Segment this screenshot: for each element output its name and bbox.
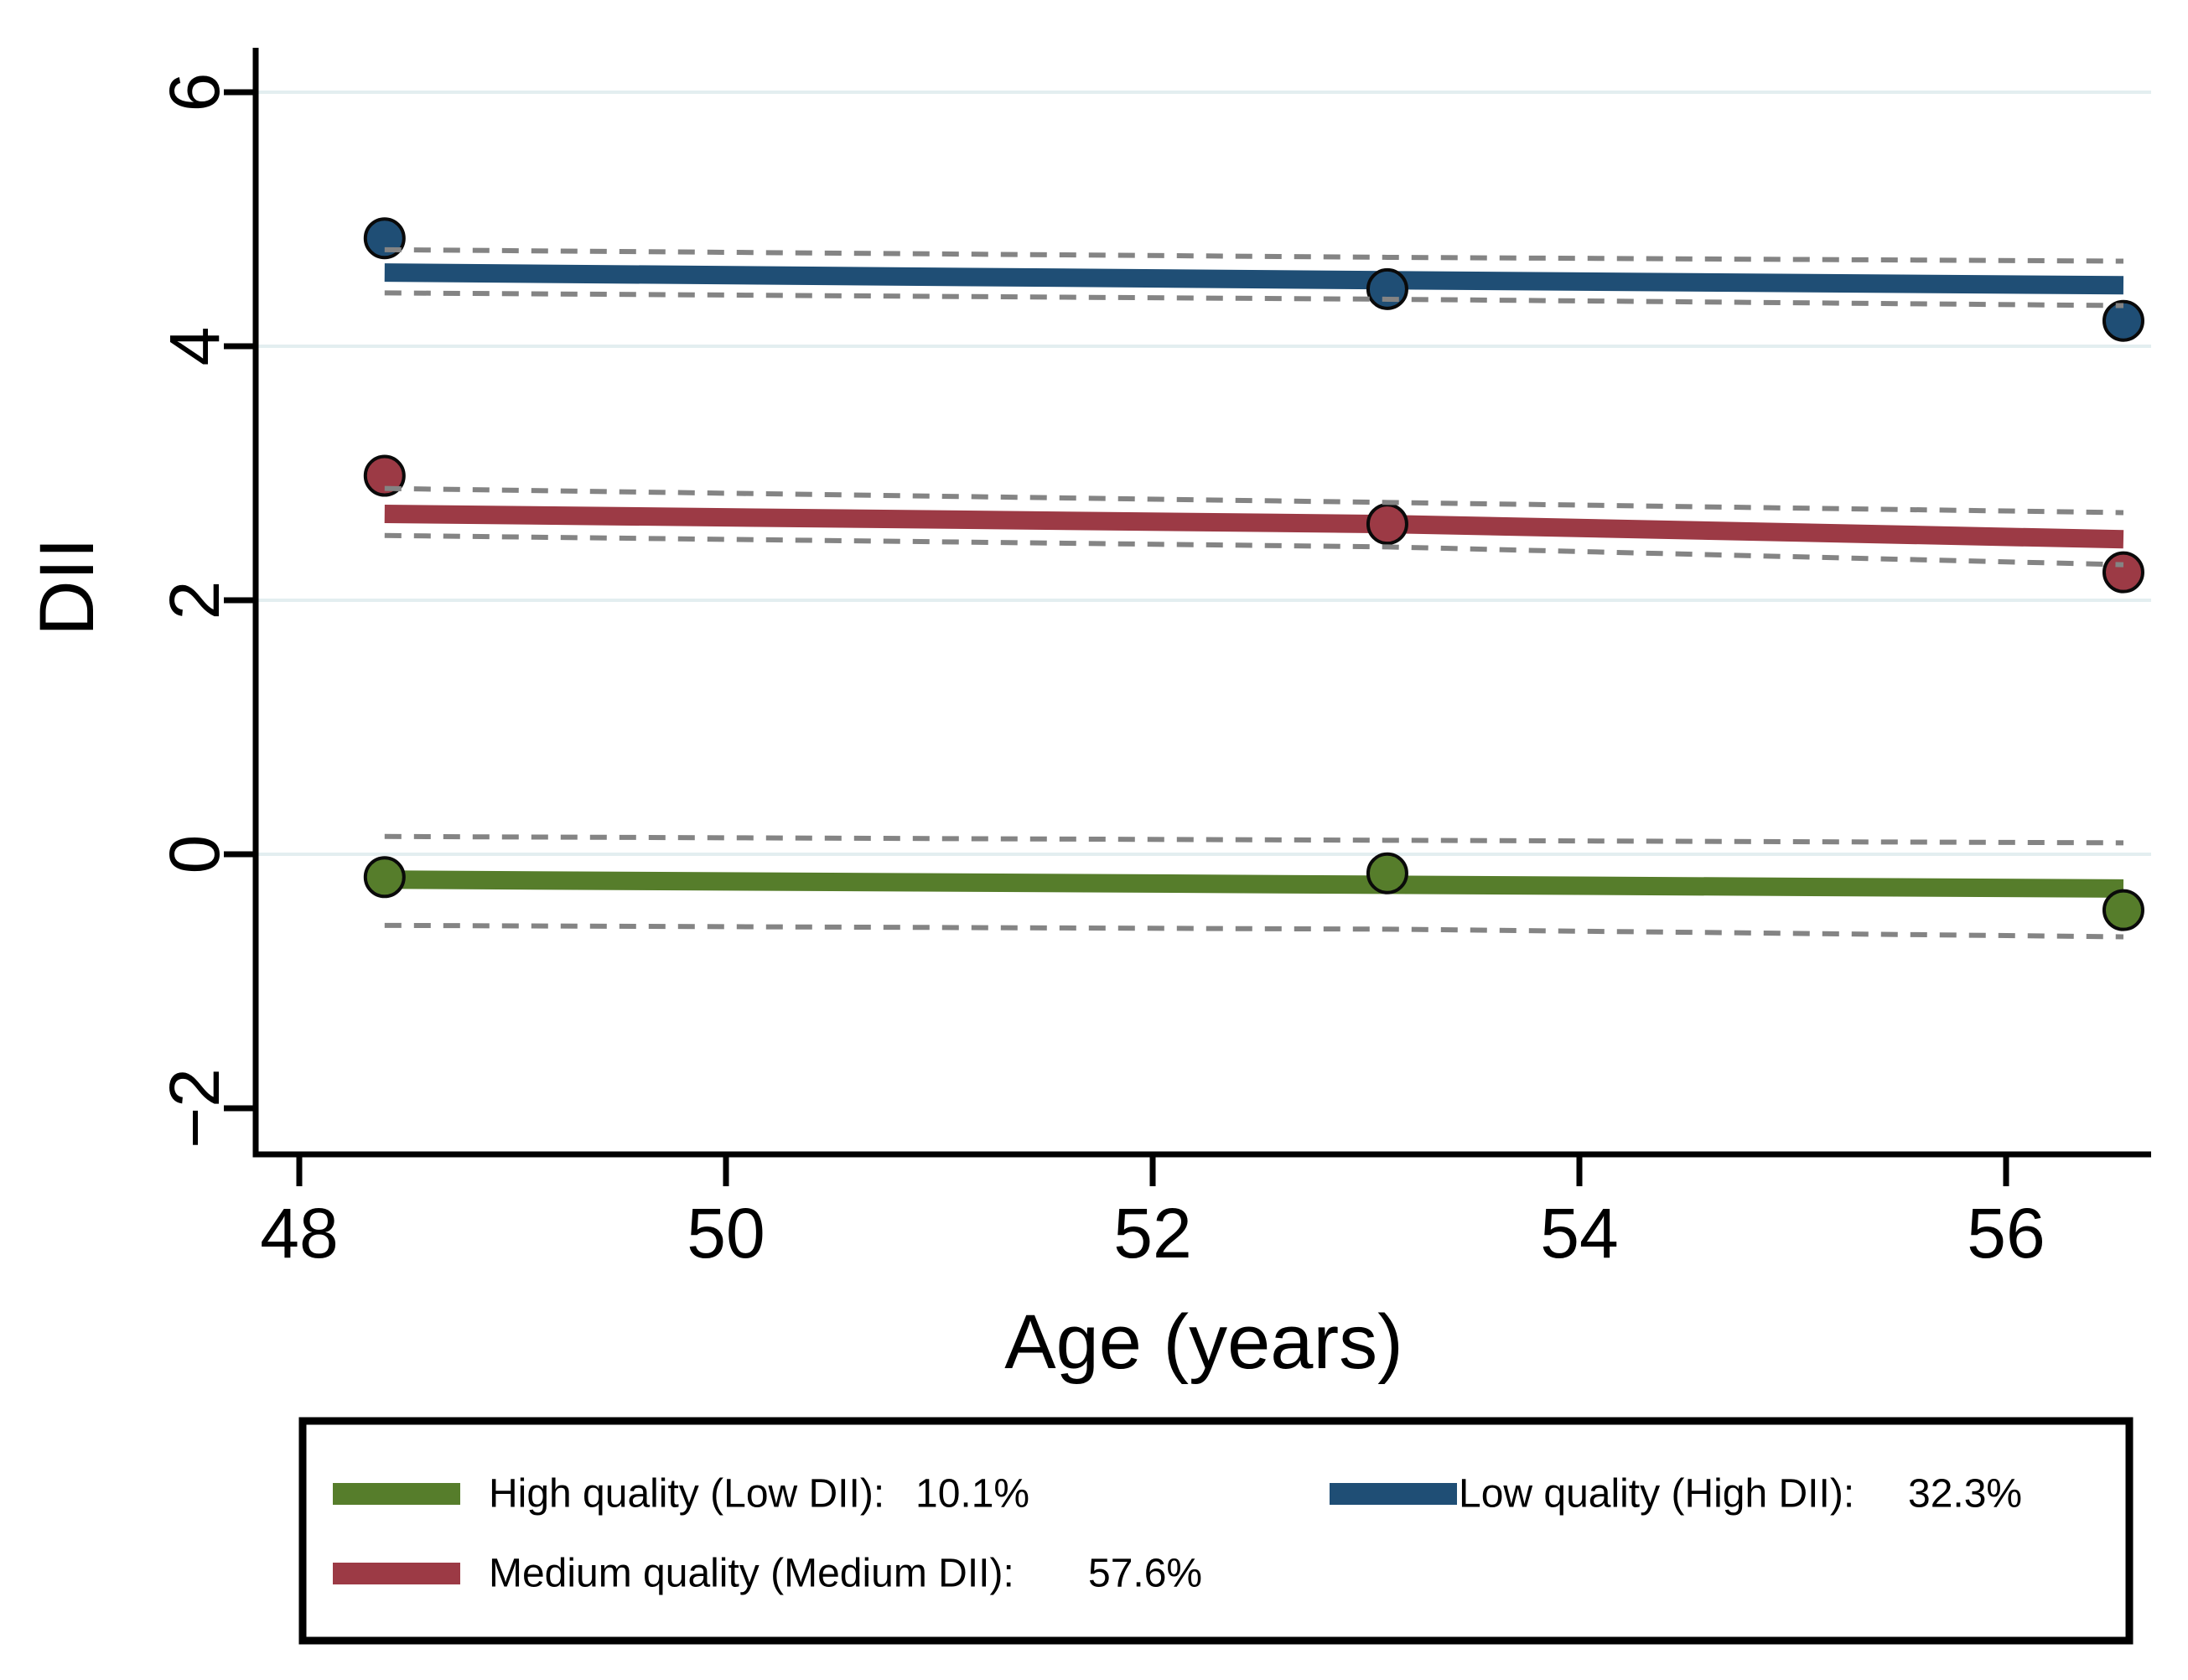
y-tick-label-4: 4 xyxy=(155,327,234,366)
x-tick-label-52: 52 xyxy=(1113,1194,1191,1273)
ci-lower-medium_quality xyxy=(384,532,2124,568)
y-tick-label-0: 0 xyxy=(155,835,234,874)
legend: High quality (Low DII): 10.1% Medium quali… xyxy=(298,1417,2134,1645)
data-point-medium_quality xyxy=(1366,503,1408,546)
ci-upper-low_quality xyxy=(384,246,2123,264)
series-markers xyxy=(363,217,2144,931)
series-line-medium_quality xyxy=(384,504,2124,549)
data-point-high_quality xyxy=(363,856,406,899)
ci-lower-high_quality xyxy=(384,922,2124,940)
legend-label-low_quality: Low quality (High DII): xyxy=(1459,1472,1854,1517)
series-line-high_quality xyxy=(384,870,2124,898)
legend-swatch-low_quality xyxy=(1330,1483,1457,1505)
data-point-low_quality xyxy=(1366,267,1408,310)
series-line-low_quality xyxy=(384,263,2124,295)
x-tick-label-54: 54 xyxy=(1540,1194,1618,1273)
legend-swatch-high_quality xyxy=(333,1483,460,1505)
legend-label-medium_quality: Medium quality (Medium DII): xyxy=(489,1552,1014,1596)
y-tick-label-2: 2 xyxy=(155,581,234,620)
x-axis-title: Age (years) xyxy=(1004,1299,1403,1385)
confidence-intervals xyxy=(384,246,2124,940)
data-point-medium_quality xyxy=(363,454,406,497)
legend-value-medium_quality: 57.6% xyxy=(1088,1552,1202,1596)
legend-value-low_quality: 32.3% xyxy=(1908,1472,2022,1517)
data-point-low_quality xyxy=(2102,299,2144,342)
legend-swatch-medium_quality xyxy=(333,1563,460,1584)
x-tick-label-48: 48 xyxy=(260,1194,338,1273)
y-tick-label--2: −2 xyxy=(155,1068,234,1149)
x-tick-label-50: 50 xyxy=(687,1194,765,1273)
ci-upper-medium_quality xyxy=(384,485,2124,516)
y-tick-label-6: 6 xyxy=(155,73,234,112)
x-tick-label-56: 56 xyxy=(1967,1194,2045,1273)
ci-upper-high_quality xyxy=(384,833,2123,846)
gridlines xyxy=(257,91,2151,856)
legend-box xyxy=(298,1417,2134,1645)
series-lines xyxy=(384,263,2124,898)
y-axis-title: DII xyxy=(24,537,110,636)
legend-value-high_quality: 10.1% xyxy=(915,1472,1029,1517)
data-point-high_quality xyxy=(2102,889,2144,931)
data-point-high_quality xyxy=(1366,852,1408,894)
ci-lower-low_quality xyxy=(384,290,2124,309)
legend-label-high_quality: High quality (Low DII): xyxy=(489,1472,884,1517)
data-point-medium_quality xyxy=(2102,551,2144,594)
